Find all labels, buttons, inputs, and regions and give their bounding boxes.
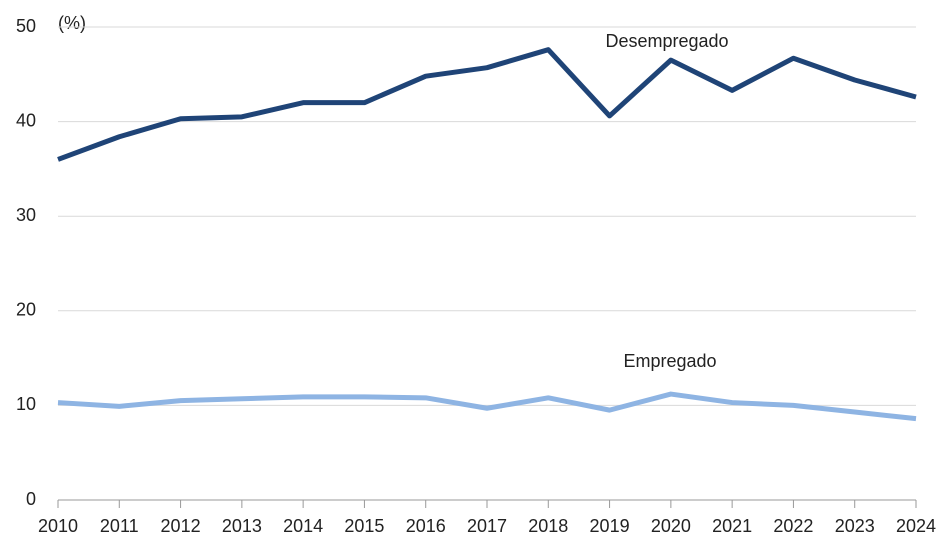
y-tick-label: 50 — [16, 16, 36, 36]
y-tick-label: 40 — [16, 110, 36, 130]
x-tick-label: 2020 — [651, 516, 691, 536]
x-tick-label: 2019 — [590, 516, 630, 536]
y-tick-label: 10 — [16, 394, 36, 414]
x-tick-label: 2015 — [344, 516, 384, 536]
x-tick-label: 2012 — [161, 516, 201, 536]
series-line — [57, 47, 917, 162]
series-label: Desempregado — [605, 31, 728, 51]
x-tick-label: 2022 — [773, 516, 813, 536]
y-tick-label: 20 — [16, 300, 36, 320]
series-line — [57, 391, 917, 422]
series-label: Empregado — [623, 351, 716, 371]
x-tick-label: 2010 — [38, 516, 78, 536]
x-tick-label: 2013 — [222, 516, 262, 536]
y-unit-label: (%) — [58, 13, 86, 33]
x-tick-label: 2021 — [712, 516, 752, 536]
x-tick-label: 2018 — [528, 516, 568, 536]
x-tick-label: 2024 — [896, 516, 936, 536]
y-tick-label: 0 — [26, 489, 36, 509]
x-tick-label: 2016 — [406, 516, 446, 536]
x-tick-label: 2023 — [835, 516, 875, 536]
y-tick-label: 30 — [16, 205, 36, 225]
x-tick-label: 2017 — [467, 516, 507, 536]
x-tick-label: 2011 — [100, 516, 139, 536]
x-tick-label: 2014 — [283, 516, 323, 536]
